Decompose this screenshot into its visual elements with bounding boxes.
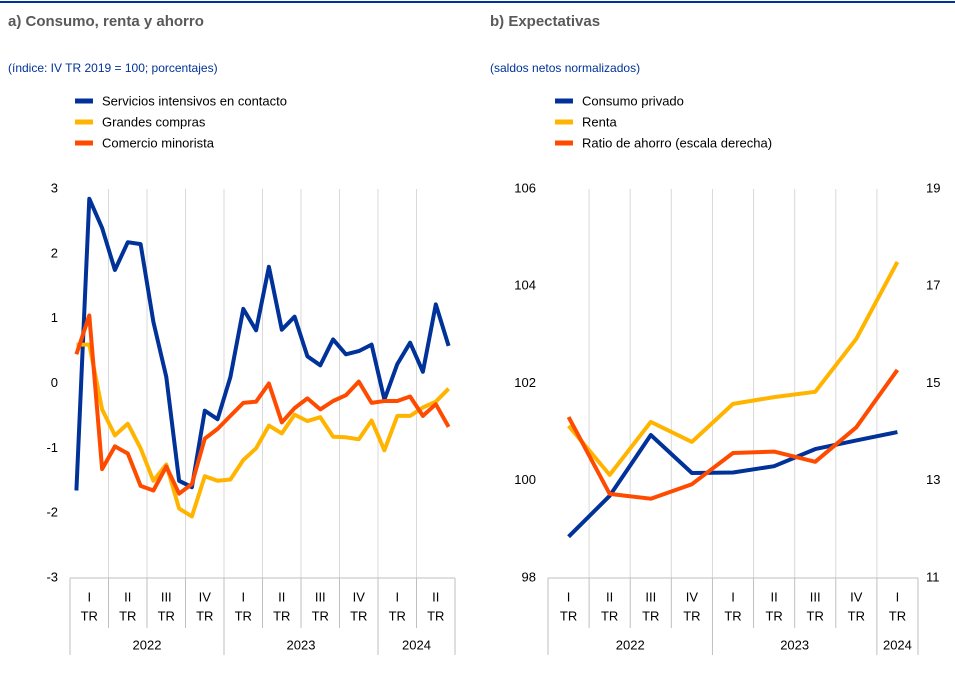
x-tick-suffix: TR bbox=[765, 608, 782, 623]
series-line bbox=[76, 342, 451, 519]
x-tick-suffix: TR bbox=[560, 608, 577, 623]
x-tick-suffix: TR bbox=[389, 608, 406, 623]
x-tick-suffix: TR bbox=[642, 608, 659, 623]
year-label: 2022 bbox=[616, 637, 645, 652]
y2-tick-label: 15 bbox=[926, 375, 940, 390]
y-tick-label: 1 bbox=[51, 310, 58, 325]
legend-label: Comercio minorista bbox=[102, 135, 215, 150]
x-tick-label: IV bbox=[850, 589, 863, 604]
y-tick-label: 100 bbox=[514, 472, 536, 487]
y-tick-label: 2 bbox=[51, 245, 58, 260]
x-tick-suffix: TR bbox=[196, 608, 213, 623]
x-tick-label: I bbox=[87, 589, 91, 604]
chart-subtitle: (saldos netos normalizados) bbox=[490, 61, 640, 75]
x-tick-label: II bbox=[770, 589, 777, 604]
x-tick-label: II bbox=[432, 589, 439, 604]
legend-label: Ratio de ahorro (escala derecha) bbox=[582, 135, 772, 150]
year-label: 2023 bbox=[287, 637, 316, 652]
y2-tick-label: 11 bbox=[926, 569, 940, 584]
x-tick-label: I bbox=[896, 589, 900, 604]
y-tick-label: -3 bbox=[46, 569, 58, 584]
x-tick-suffix: TR bbox=[235, 608, 252, 623]
legend-label: Grandes compras bbox=[102, 114, 206, 129]
series-line bbox=[567, 430, 898, 539]
x-tick-suffix: TR bbox=[119, 608, 136, 623]
y-tick-label: 0 bbox=[51, 375, 58, 390]
x-tick-suffix: TR bbox=[350, 608, 367, 623]
series-line bbox=[566, 368, 900, 501]
x-tick-suffix: TR bbox=[158, 608, 175, 623]
x-tick-suffix: TR bbox=[848, 608, 865, 623]
x-tick-label: I bbox=[395, 589, 399, 604]
x-tick-suffix: TR bbox=[81, 608, 98, 623]
y2-tick-label: 17 bbox=[926, 278, 940, 293]
x-tick-label: III bbox=[161, 589, 172, 604]
year-label: 2022 bbox=[133, 637, 162, 652]
x-tick-suffix: TR bbox=[601, 608, 618, 623]
year-label: 2024 bbox=[883, 637, 912, 652]
x-tick-suffix: TR bbox=[683, 608, 700, 623]
x-tick-suffix: TR bbox=[312, 608, 329, 623]
x-tick-label: IV bbox=[686, 589, 699, 604]
x-tick-label: II bbox=[278, 589, 285, 604]
y-tick-label: -1 bbox=[46, 440, 58, 455]
x-tick-label: II bbox=[606, 589, 613, 604]
x-tick-label: II bbox=[124, 589, 131, 604]
year-label: 2024 bbox=[402, 637, 431, 652]
x-tick-label: IV bbox=[199, 589, 212, 604]
y2-tick-label: 19 bbox=[926, 180, 940, 195]
x-tick-label: IV bbox=[353, 589, 366, 604]
y-tick-label: -2 bbox=[46, 505, 58, 520]
x-tick-suffix: TR bbox=[273, 608, 290, 623]
y-tick-label: 98 bbox=[522, 569, 536, 584]
x-tick-label: III bbox=[315, 589, 326, 604]
series-line bbox=[567, 260, 900, 477]
x-tick-suffix: TR bbox=[889, 608, 906, 623]
x-tick-suffix: TR bbox=[427, 608, 444, 623]
x-tick-label: III bbox=[645, 589, 656, 604]
x-tick-label: III bbox=[810, 589, 821, 604]
chart-title: b) Expectativas bbox=[490, 13, 600, 30]
x-tick-label: I bbox=[731, 589, 735, 604]
year-label: 2023 bbox=[780, 637, 809, 652]
legend-label: Servicios intensivos en contacto bbox=[102, 93, 287, 108]
chart-subtitle: (índice: IV TR 2019 = 100; porcentajes) bbox=[8, 61, 218, 75]
y-tick-label: 106 bbox=[514, 180, 536, 195]
series-line bbox=[74, 196, 451, 491]
legend-label: Consumo privado bbox=[582, 93, 684, 108]
legend-label: Renta bbox=[582, 114, 617, 129]
y-tick-label: 104 bbox=[514, 278, 536, 293]
chart-title: a) Consumo, renta y ahorro bbox=[8, 13, 204, 30]
y-tick-label: 102 bbox=[514, 375, 536, 390]
y2-tick-label: 13 bbox=[926, 472, 940, 487]
y-tick-label: 3 bbox=[51, 180, 58, 195]
x-tick-suffix: TR bbox=[724, 608, 741, 623]
x-tick-suffix: TR bbox=[807, 608, 824, 623]
x-tick-label: I bbox=[241, 589, 245, 604]
x-tick-label: I bbox=[567, 589, 571, 604]
series-line bbox=[74, 313, 451, 496]
